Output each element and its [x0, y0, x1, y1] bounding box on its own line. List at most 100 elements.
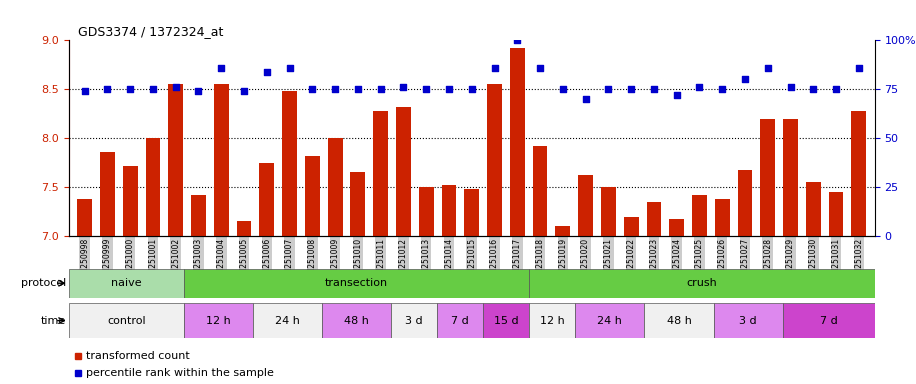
Text: transection: transection [325, 278, 388, 288]
Bar [829, 192, 844, 236]
Point [578, 96, 593, 102]
Text: protocol: protocol [21, 278, 66, 288]
Bar [69, 303, 184, 338]
Bar [487, 84, 502, 236]
Bar [464, 189, 479, 236]
Bar [647, 202, 661, 236]
Point [806, 86, 821, 92]
Point [624, 86, 638, 92]
Text: time: time [40, 316, 66, 326]
Bar [77, 199, 92, 236]
Text: 24 h: 24 h [597, 316, 622, 326]
Bar [328, 138, 343, 236]
Bar [69, 269, 184, 298]
Bar [184, 303, 253, 338]
Point [123, 86, 137, 92]
Text: 3 d: 3 d [406, 316, 423, 326]
Point [714, 86, 729, 92]
Bar [714, 303, 782, 338]
Bar [714, 199, 730, 236]
Bar [419, 187, 433, 236]
Point [783, 84, 798, 90]
Point [351, 86, 365, 92]
Bar [351, 172, 365, 236]
Text: 3 d: 3 d [739, 316, 757, 326]
Point [829, 86, 844, 92]
Point [737, 76, 752, 83]
Point [555, 86, 570, 92]
Point [670, 92, 684, 98]
Point [282, 65, 297, 71]
Bar [532, 146, 548, 236]
Bar [601, 187, 616, 236]
Text: GDS3374 / 1372324_at: GDS3374 / 1372324_at [78, 25, 224, 38]
Text: 15 d: 15 d [494, 316, 518, 326]
Bar [484, 303, 529, 338]
Point [169, 84, 183, 90]
Text: 24 h: 24 h [275, 316, 300, 326]
Bar [123, 166, 137, 236]
Point [760, 65, 775, 71]
Bar [322, 303, 391, 338]
Bar [670, 218, 684, 236]
Bar [806, 182, 821, 236]
Bar [396, 107, 411, 236]
Text: control: control [107, 316, 146, 326]
Bar [783, 119, 798, 236]
Text: transformed count: transformed count [86, 351, 191, 361]
Point [601, 86, 616, 92]
Bar [737, 170, 752, 236]
Bar [575, 303, 645, 338]
Point [692, 84, 707, 90]
Bar [373, 111, 388, 236]
Bar [253, 303, 322, 338]
Bar [555, 227, 571, 236]
Point [533, 65, 548, 71]
Point [510, 37, 525, 43]
Bar [169, 84, 183, 236]
Text: 12 h: 12 h [540, 316, 565, 326]
Bar [692, 195, 707, 236]
Bar [191, 195, 206, 236]
Point [328, 86, 343, 92]
Bar [760, 119, 775, 236]
Text: 48 h: 48 h [667, 316, 692, 326]
Text: 48 h: 48 h [344, 316, 369, 326]
Bar [624, 217, 638, 236]
Point [396, 84, 410, 90]
Bar [510, 48, 525, 236]
Point [259, 69, 274, 75]
Point [374, 86, 388, 92]
Bar [529, 269, 875, 298]
Point [236, 88, 251, 94]
Bar [305, 156, 320, 236]
Bar [442, 185, 456, 236]
Bar [236, 222, 251, 236]
Point [100, 86, 114, 92]
Text: naive: naive [111, 278, 142, 288]
Bar [146, 138, 160, 236]
Point [442, 86, 456, 92]
Text: 7 d: 7 d [820, 316, 837, 326]
Point [214, 65, 229, 71]
Text: crush: crush [687, 278, 717, 288]
Bar [782, 303, 875, 338]
Point [419, 86, 433, 92]
Point [647, 86, 661, 92]
Bar [184, 269, 529, 298]
Text: percentile rank within the sample: percentile rank within the sample [86, 368, 274, 378]
Text: 12 h: 12 h [206, 316, 231, 326]
Point [77, 88, 92, 94]
Point [305, 86, 320, 92]
Point [487, 65, 502, 71]
Point [146, 86, 160, 92]
Text: 7 d: 7 d [452, 316, 469, 326]
Bar [529, 303, 575, 338]
Bar [437, 303, 484, 338]
Point [852, 65, 867, 71]
Point [464, 86, 479, 92]
Bar [852, 111, 867, 236]
Bar [282, 91, 297, 236]
Bar [213, 84, 229, 236]
Bar [645, 303, 714, 338]
